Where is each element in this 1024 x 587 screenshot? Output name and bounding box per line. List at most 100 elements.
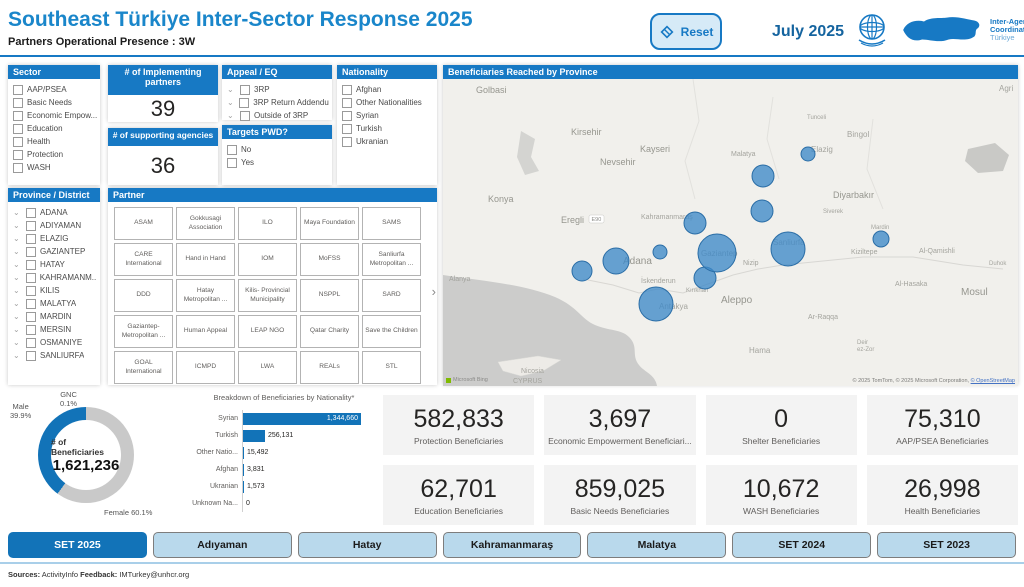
filter-option-malatya[interactable]: ⌄ MALATYA <box>13 297 97 310</box>
checkbox[interactable] <box>342 136 352 147</box>
filter-option-adana[interactable]: ⌄ ADANA <box>13 206 97 219</box>
checkbox[interactable] <box>240 84 250 95</box>
filter-option-syrian[interactable]: Syrian <box>342 109 434 122</box>
chevron-down-icon[interactable]: ⌄ <box>13 337 20 347</box>
partner-item[interactable]: GOAL International <box>114 351 173 384</box>
partner-item[interactable]: Human Appeal <box>176 315 235 348</box>
checkbox[interactable] <box>26 220 36 231</box>
bubble-gaziantep[interactable] <box>697 233 737 273</box>
tab-malatya[interactable]: Malatya <box>587 532 727 558</box>
bubble-sanliurfa[interactable] <box>770 231 806 267</box>
checkbox[interactable] <box>13 136 23 147</box>
osm-link[interactable]: © OpenStreetMap <box>970 378 1015 384</box>
checkbox[interactable] <box>26 350 36 361</box>
checkbox[interactable] <box>227 144 237 155</box>
partner-item[interactable]: Hand in Hand <box>176 243 235 276</box>
filter-option-no[interactable]: No <box>227 143 329 156</box>
checkbox[interactable] <box>26 259 36 270</box>
chevron-down-icon[interactable]: ⌄ <box>13 285 20 295</box>
map-body[interactable]: Golbasi Kirsehir Kayseri Nevsehir Konya Eregl… <box>443 79 1018 386</box>
checkbox[interactable] <box>342 97 352 108</box>
tab-set-2023[interactable]: SET 2023 <box>877 532 1017 558</box>
bubble-adiyaman[interactable] <box>750 199 774 223</box>
filter-option-other-nationalities[interactable]: Other Nationalities <box>342 96 434 109</box>
partner-item[interactable]: Hatay Metropolitan ... <box>176 279 235 312</box>
chevron-down-icon[interactable]: ⌄ <box>13 246 20 256</box>
tab-hatay[interactable]: Hatay <box>297 532 437 558</box>
checkbox[interactable] <box>26 337 36 348</box>
bubble-kahramanmaras[interactable] <box>683 211 707 235</box>
checkbox[interactable] <box>13 97 23 108</box>
filter-option-turkish[interactable]: Turkish <box>342 122 434 135</box>
partner-item[interactable]: ASAM <box>114 207 173 240</box>
filter-option-outside-of-3rp[interactable]: ⌄ Outside of 3RP <box>227 109 329 122</box>
filter-option-gaziantep[interactable]: ⌄ GAZIANTEP <box>13 245 97 258</box>
bar[interactable] <box>243 446 244 459</box>
partner-item[interactable]: IOM <box>238 243 297 276</box>
partner-item[interactable]: ILO <box>238 207 297 240</box>
reset-button[interactable]: Reset <box>650 13 722 50</box>
filter-option-health[interactable]: Health <box>13 135 97 148</box>
partner-item[interactable]: LWA <box>238 351 297 384</box>
chevron-down-icon[interactable]: ⌄ <box>13 311 20 321</box>
checkbox[interactable] <box>26 311 36 322</box>
checkbox[interactable] <box>13 84 23 95</box>
checkbox[interactable] <box>26 285 36 296</box>
partner-item[interactable]: MoFSS <box>300 243 359 276</box>
filter-option-mersin[interactable]: ⌄ MERSIN <box>13 323 97 336</box>
partner-item[interactable]: CARE International <box>114 243 173 276</box>
tab-ad-yaman[interactable]: Adıyaman <box>152 532 292 558</box>
partner-item[interactable]: ICMPD <box>176 351 235 384</box>
tab-set-2024[interactable]: SET 2024 <box>732 532 872 558</box>
checkbox[interactable] <box>342 110 352 121</box>
checkbox[interactable] <box>13 149 23 160</box>
chevron-down-icon[interactable]: ⌄ <box>227 84 234 94</box>
bubble-mardin[interactable] <box>872 230 890 248</box>
filter-option-yes[interactable]: Yes <box>227 156 329 169</box>
partner-next-page-arrow[interactable]: › <box>431 284 436 299</box>
chevron-down-icon[interactable]: ⌄ <box>13 220 20 230</box>
filter-option-sanliurfa[interactable]: ⌄ SANLIURFA <box>13 349 97 362</box>
tab-set-2025[interactable]: SET 2025 <box>8 532 147 558</box>
partner-item[interactable]: STL <box>362 351 421 384</box>
checkbox[interactable] <box>342 123 352 134</box>
checkbox[interactable] <box>25 272 36 283</box>
checkbox[interactable] <box>342 84 352 95</box>
partner-item[interactable]: LEAP NGO <box>238 315 297 348</box>
filter-option-afghan[interactable]: Afghan <box>342 83 434 96</box>
chevron-down-icon[interactable]: ⌄ <box>227 110 234 120</box>
checkbox[interactable] <box>227 157 237 168</box>
filter-option-osmaniye[interactable]: ⌄ OSMANIYE <box>13 336 97 349</box>
checkbox[interactable] <box>240 110 250 121</box>
checkbox[interactable] <box>13 110 23 121</box>
filter-option-mardin[interactable]: ⌄ MARDIN <box>13 310 97 323</box>
filter-option-hatay[interactable]: ⌄ HATAY <box>13 258 97 271</box>
partner-item[interactable]: NSPPL <box>300 279 359 312</box>
tab-kahramanmara-[interactable]: Kahramanmaraş <box>442 532 582 558</box>
checkbox[interactable] <box>26 233 36 244</box>
chevron-down-icon[interactable]: ⌄ <box>227 97 234 107</box>
filter-option-3rp[interactable]: ⌄ 3RP <box>227 83 329 96</box>
checkbox[interactable] <box>239 97 250 108</box>
partner-item[interactable]: Qatar Charity <box>300 315 359 348</box>
filter-option-aap-psea[interactable]: AAP/PSEA <box>13 83 97 96</box>
bar[interactable] <box>243 480 244 493</box>
checkbox[interactable] <box>26 324 36 335</box>
checkbox[interactable] <box>26 298 36 309</box>
chevron-down-icon[interactable]: ⌄ <box>13 324 20 334</box>
filter-option-kilis[interactable]: ⌄ KILIS <box>13 284 97 297</box>
bubble-mersin[interactable] <box>571 260 593 282</box>
filter-option-elazig[interactable]: ⌄ ELAZIG <box>13 232 97 245</box>
bubble-adana[interactable] <box>602 247 630 275</box>
chevron-down-icon[interactable]: ⌄ <box>13 272 20 282</box>
partner-item[interactable]: SARD <box>362 279 421 312</box>
filter-option-basic-needs[interactable]: Basic Needs <box>13 96 97 109</box>
chevron-down-icon[interactable]: ⌄ <box>13 298 20 308</box>
filter-option-wash[interactable]: WASH <box>13 161 97 174</box>
bar[interactable] <box>243 463 244 476</box>
filter-option-economic-empow-[interactable]: Economic Empow... <box>13 109 97 122</box>
map-canvas[interactable]: Golbasi Kirsehir Kayseri Nevsehir Konya Eregl… <box>443 79 1018 386</box>
chevron-down-icon[interactable]: ⌄ <box>13 207 20 217</box>
bubble-malatya[interactable] <box>751 164 775 188</box>
filter-option-ukranian[interactable]: Ukranian <box>342 135 434 148</box>
